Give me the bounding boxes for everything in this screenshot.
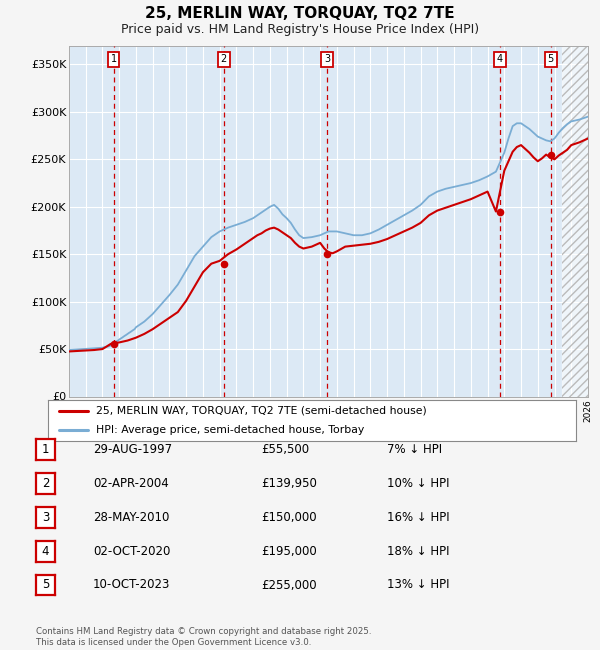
Text: 5: 5 <box>548 55 554 64</box>
Text: 4: 4 <box>42 545 49 558</box>
Text: £195,000: £195,000 <box>261 545 317 558</box>
Text: £55,500: £55,500 <box>261 443 309 456</box>
Text: 02-OCT-2020: 02-OCT-2020 <box>93 545 170 558</box>
Text: This data is licensed under the Open Government Licence v3.0.: This data is licensed under the Open Gov… <box>36 638 311 647</box>
Text: £139,950: £139,950 <box>261 477 317 490</box>
Text: 25, MERLIN WAY, TORQUAY, TQ2 7TE (semi-detached house): 25, MERLIN WAY, TORQUAY, TQ2 7TE (semi-d… <box>95 406 426 416</box>
Text: HPI: Average price, semi-detached house, Torbay: HPI: Average price, semi-detached house,… <box>95 425 364 436</box>
Text: 13% ↓ HPI: 13% ↓ HPI <box>387 578 449 592</box>
Text: Contains HM Land Registry data © Crown copyright and database right 2025.: Contains HM Land Registry data © Crown c… <box>36 627 371 636</box>
Text: 2: 2 <box>42 477 49 490</box>
Text: 4: 4 <box>497 55 503 64</box>
Text: 29-AUG-1997: 29-AUG-1997 <box>93 443 172 456</box>
Text: 16% ↓ HPI: 16% ↓ HPI <box>387 511 449 524</box>
Text: 1: 1 <box>42 443 49 456</box>
Text: 7% ↓ HPI: 7% ↓ HPI <box>387 443 442 456</box>
Text: 28-MAY-2010: 28-MAY-2010 <box>93 511 169 524</box>
Text: Price paid vs. HM Land Registry's House Price Index (HPI): Price paid vs. HM Land Registry's House … <box>121 23 479 36</box>
Text: 3: 3 <box>42 511 49 524</box>
Text: 2: 2 <box>221 55 227 64</box>
Text: 3: 3 <box>324 55 330 64</box>
Text: 18% ↓ HPI: 18% ↓ HPI <box>387 545 449 558</box>
Text: 10-OCT-2023: 10-OCT-2023 <box>93 578 170 592</box>
Text: 02-APR-2004: 02-APR-2004 <box>93 477 169 490</box>
Text: 25, MERLIN WAY, TORQUAY, TQ2 7TE: 25, MERLIN WAY, TORQUAY, TQ2 7TE <box>145 6 455 21</box>
Text: 10% ↓ HPI: 10% ↓ HPI <box>387 477 449 490</box>
Text: £255,000: £255,000 <box>261 578 317 592</box>
Text: 1: 1 <box>110 55 116 64</box>
Text: £150,000: £150,000 <box>261 511 317 524</box>
Text: 5: 5 <box>42 578 49 592</box>
